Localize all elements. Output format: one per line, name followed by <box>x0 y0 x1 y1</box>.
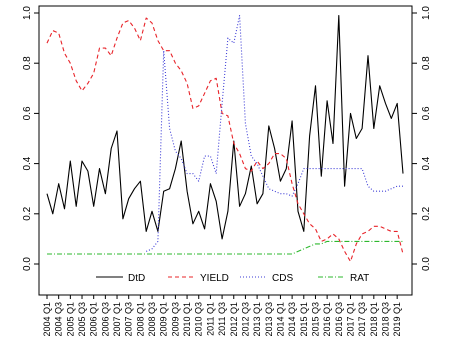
y-tick-label-left: 1.0 <box>22 6 33 20</box>
y-tick-label-left: 0.8 <box>22 56 33 70</box>
x-tick-label: 2017 Q1 <box>345 302 355 337</box>
legend-label-yield: YIELD <box>200 273 229 284</box>
series-layer <box>46 14 404 263</box>
x-tick-label: 2005 Q1 <box>65 302 75 337</box>
x-tick-label: 2007 Q1 <box>112 302 122 337</box>
x-tick-label: 2018 Q1 <box>369 302 379 337</box>
x-tick-label: 2013 Q1 <box>252 302 262 337</box>
x-tick-label: 2017 Q3 <box>357 302 367 337</box>
y-axis-right: 0.0 0.2 0.4 0.6 0.8 1.0 <box>412 6 432 271</box>
x-tick-label: 2014 Q1 <box>275 302 285 337</box>
y-tick-label-left: 0.2 <box>22 206 33 220</box>
y-tick-label-right: 0.8 <box>421 56 432 70</box>
series-line-rat <box>47 240 403 255</box>
x-tick-label: 2011 Q1 <box>205 302 215 336</box>
legend-label-cds: CDS <box>272 273 293 284</box>
x-axis: 2004 Q1 2004 Q3 2005 Q1 2005 Q3 2006 Q1 2006 … <box>42 295 402 337</box>
y-tick-label-right: 0.0 <box>421 257 432 271</box>
x-tick-label: 2013 Q3 <box>264 302 274 337</box>
legend-label-rat: RAT <box>350 273 369 284</box>
legend-label-dtd: DtD <box>128 273 145 284</box>
y-tick-label-right: 0.4 <box>421 156 432 170</box>
x-tick-label: 2009 Q3 <box>170 302 180 337</box>
x-tick-label: 2004 Q1 <box>42 302 52 337</box>
x-tick-label: 2005 Q3 <box>77 302 87 337</box>
x-tick-label: 2006 Q3 <box>100 302 110 337</box>
x-tick-label: 2008 Q3 <box>147 302 157 337</box>
x-tick-label: 2010 Q3 <box>194 302 204 337</box>
x-tick-label: 2016 Q3 <box>334 302 344 337</box>
x-tick-label: 2007 Q3 <box>124 302 134 337</box>
y-tick-label-left: 0.0 <box>22 257 33 271</box>
x-tick-label: 2019 Q1 <box>392 302 402 337</box>
x-tick-label: 2015 Q3 <box>310 302 320 337</box>
x-tick-label: 2009 Q1 <box>159 302 169 337</box>
x-tick-label: 2014 Q3 <box>287 302 297 337</box>
plot-frame <box>38 5 413 296</box>
y-axis-left: 0.0 0.2 0.4 0.6 0.8 1.0 <box>22 6 39 271</box>
x-tick-label: 2012 Q1 <box>229 302 239 337</box>
y-tick-label-right: 0.6 <box>421 106 432 120</box>
x-tick-label: 2004 Q3 <box>54 302 64 337</box>
y-tick-label-left: 0.4 <box>22 156 33 170</box>
x-tick-label: 2012 Q3 <box>240 302 250 337</box>
series-line-dtd <box>46 14 404 240</box>
series-line-cds <box>145 14 403 252</box>
legend: DtD YIELD CDS RAT <box>96 273 369 284</box>
y-tick-label-right: 0.2 <box>421 206 432 220</box>
x-tick-label: 2016 Q1 <box>322 302 332 337</box>
x-tick-label: 2018 Q3 <box>380 302 390 337</box>
x-tick-label: 2015 Q1 <box>299 302 309 337</box>
y-tick-label-left: 0.6 <box>22 106 33 120</box>
y-tick-label-right: 1.0 <box>421 6 432 20</box>
x-tick-label: 2006 Q1 <box>89 302 99 337</box>
x-tick-label: 2011 Q3 <box>217 302 227 336</box>
x-tick-label: 2008 Q1 <box>135 302 145 337</box>
x-tick-label: 2010 Q1 <box>182 302 192 337</box>
